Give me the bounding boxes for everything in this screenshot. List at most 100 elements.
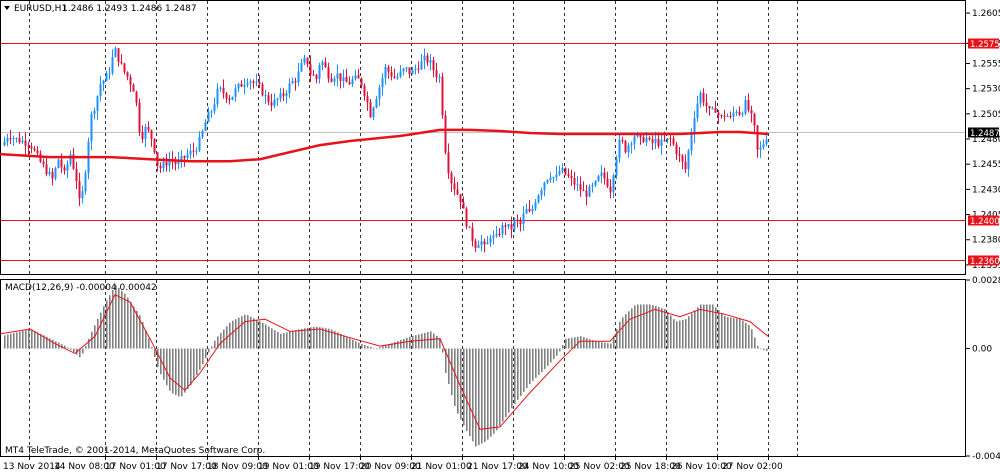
candle-body xyxy=(513,219,516,230)
candle-body xyxy=(324,61,327,68)
macd-bar xyxy=(571,337,573,349)
candle-body xyxy=(540,190,543,196)
symbol-label: EURUSD,H1 xyxy=(14,4,67,14)
macd-bar xyxy=(232,320,234,349)
candle-body xyxy=(585,190,588,197)
macd-bar xyxy=(688,316,690,349)
candle-body xyxy=(63,167,66,171)
candle-body xyxy=(384,67,387,78)
macd-bar xyxy=(562,345,564,349)
candle-body xyxy=(354,75,357,80)
candle-body xyxy=(273,99,276,106)
macd-bar xyxy=(37,332,39,349)
candle-body xyxy=(303,57,306,64)
macd-bar xyxy=(388,344,390,349)
candle-body xyxy=(552,177,555,179)
candle-body xyxy=(564,167,567,175)
macd-bar xyxy=(391,343,393,349)
macd-bar xyxy=(136,310,138,349)
price-tick-label: 1.2605 xyxy=(972,9,1000,19)
price-level-label: 1.2400 xyxy=(970,217,1000,227)
macd-bar xyxy=(241,316,243,349)
time-tick-label: 17 Nov 01:00 xyxy=(105,462,166,472)
macd-bar xyxy=(466,348,468,432)
macd-bar xyxy=(565,338,567,349)
candle-body xyxy=(663,139,666,141)
macd-bar xyxy=(523,348,525,392)
candle-body xyxy=(723,115,726,117)
candle-body xyxy=(231,96,234,100)
macd-tick-label: 0.0028 xyxy=(972,276,1000,286)
candle-body xyxy=(102,80,105,84)
macd-bar xyxy=(40,333,42,349)
candle-body xyxy=(618,139,621,159)
macd-bar xyxy=(283,333,285,349)
macd-bar xyxy=(103,306,105,349)
macd-bar xyxy=(106,300,108,349)
macd-bar xyxy=(745,322,747,349)
macd-signal-line xyxy=(0,294,769,430)
candle-body xyxy=(195,150,198,152)
macd-bar xyxy=(370,346,372,349)
candle-body xyxy=(744,100,747,114)
candle-body xyxy=(168,160,171,166)
candle-body xyxy=(411,69,414,75)
candle-body xyxy=(735,111,738,113)
macd-bar xyxy=(547,348,549,366)
macd-bar xyxy=(307,327,309,349)
macd-bar xyxy=(280,333,282,349)
macd-bar xyxy=(628,311,630,349)
macd-bar xyxy=(682,319,684,349)
macd-bar xyxy=(298,329,300,349)
candle-body xyxy=(219,87,222,89)
candle-body xyxy=(90,113,93,142)
candle-body xyxy=(276,98,279,100)
macd-bar xyxy=(592,340,594,349)
macd-bar xyxy=(160,348,162,375)
main-chart-frame[interactable] xyxy=(0,0,966,275)
candle-body xyxy=(633,136,636,144)
candle-body xyxy=(480,241,483,246)
macd-bar xyxy=(13,333,15,349)
macd-bar xyxy=(634,305,636,349)
candle-body xyxy=(390,71,393,77)
candle-body xyxy=(123,63,126,72)
macd-bar xyxy=(673,319,675,349)
macd-bar xyxy=(304,328,306,349)
candle-body xyxy=(345,77,348,83)
macd-bar xyxy=(34,330,36,349)
macd-bar xyxy=(586,338,588,349)
macd-bar xyxy=(379,347,381,349)
candle-body xyxy=(588,186,591,197)
candle-body xyxy=(153,138,156,153)
macd-bar xyxy=(334,330,336,349)
macd-bar xyxy=(448,348,450,385)
candle-body xyxy=(111,57,114,74)
candle-body xyxy=(279,93,282,99)
candle-body xyxy=(642,137,645,143)
candle-body xyxy=(678,153,681,156)
candle-body xyxy=(306,57,309,65)
candle-body xyxy=(216,88,219,105)
candle-body xyxy=(561,167,564,172)
macd-bar xyxy=(82,348,84,354)
current-price-label: 1.2487 xyxy=(970,129,1000,139)
candle-body xyxy=(282,93,285,96)
macd-bar xyxy=(367,345,369,349)
macd-bar xyxy=(733,318,735,349)
macd-bar xyxy=(184,348,186,393)
macd-bar xyxy=(46,336,48,349)
macd-panel-frame[interactable] xyxy=(0,279,966,457)
candle-body xyxy=(621,139,624,141)
time-tick-label: 21 Nov 01:00 xyxy=(411,462,472,472)
dropdown-triangle-icon[interactable] xyxy=(4,6,10,10)
macd-axis[interactable]: 0.0028 0.00 -0.00439 xyxy=(966,276,1000,462)
macd-bar xyxy=(718,310,720,349)
chart-header: EURUSD,H1 1.2486 1.2493 1.2486 1.2487 xyxy=(4,4,197,14)
candle-body xyxy=(228,98,231,100)
macd-bar xyxy=(724,315,726,349)
candle-body xyxy=(483,241,486,245)
candle-body xyxy=(594,180,597,186)
